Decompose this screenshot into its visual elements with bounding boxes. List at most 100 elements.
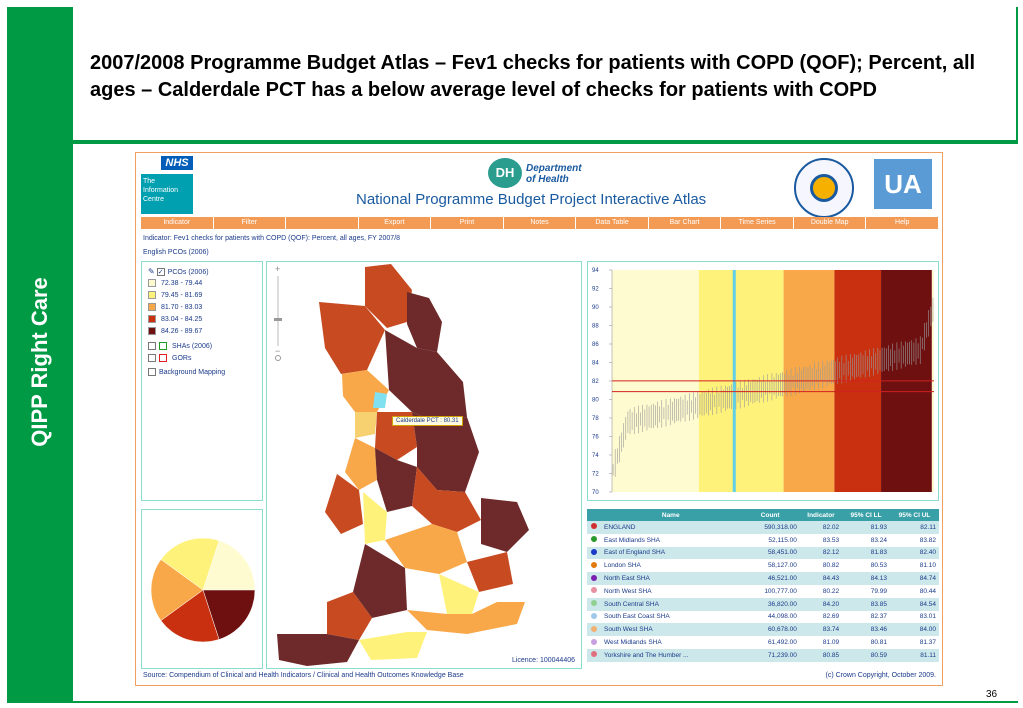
menu-item-double-map[interactable]: Double Map <box>794 217 867 229</box>
menu-item-time-series[interactable]: Time Series <box>721 217 794 229</box>
menu-item-help[interactable]: Help <box>866 217 940 229</box>
table-cell-count: 100,777.00 <box>764 587 797 595</box>
map-region[interactable] <box>407 292 442 352</box>
map-region[interactable] <box>467 552 513 592</box>
table-cell-indicator: 81.09 <box>822 639 840 647</box>
map-region[interactable] <box>363 492 387 544</box>
map-zoom-control[interactable]: + − <box>274 264 282 361</box>
map-region[interactable] <box>319 302 385 374</box>
table-header-count[interactable]: Count <box>740 509 800 521</box>
table-cell-ci-ll: 79.99 <box>870 587 887 595</box>
map-region[interactable] <box>373 392 387 408</box>
table-cell-name: East of England SHA <box>601 546 741 560</box>
legend-background-layer[interactable]: Background Mapping <box>148 368 225 378</box>
zoom-slider-handle[interactable] <box>274 318 282 321</box>
menu-item-notes[interactable]: Notes <box>504 217 577 229</box>
y-tick-label: 72 <box>592 472 599 478</box>
map-region[interactable] <box>385 330 467 422</box>
table-row[interactable]: South Central SHA 36,820.00 84.20 83.85 84.5… <box>587 597 939 611</box>
table-row[interactable]: North East SHA 46,521.00 84.43 84.13 84.74 <box>587 572 939 585</box>
menu-item-export[interactable]: Export <box>359 217 432 229</box>
zoom-out-icon[interactable]: − <box>275 346 280 356</box>
table-cell-ci-ul: 82.11 <box>889 521 939 534</box>
row-color-dot <box>591 561 597 568</box>
pie-slice-2 <box>202 589 256 640</box>
map-panel[interactable]: + − <box>266 261 582 669</box>
gors-checkbox[interactable] <box>148 354 156 363</box>
map-region[interactable] <box>327 592 372 640</box>
geography-label: English PCOs (2006) <box>143 249 209 256</box>
legend-pcos-layer[interactable]: ✎ ✓ PCOs (2006) <box>148 267 209 277</box>
dh-logo: DH <box>488 158 522 188</box>
pie-slice-3 <box>160 589 220 643</box>
map-region[interactable] <box>407 602 525 634</box>
bottom-divider <box>73 701 1018 703</box>
legend-pcos-label: PCOs (2006) <box>167 269 209 276</box>
table-row[interactable]: London SHA 58,127.00 80.82 80.53 81.10 <box>587 559 939 572</box>
row-color-dot <box>591 625 597 632</box>
table-header-ci-ul[interactable]: 95% CI UL <box>889 509 939 521</box>
table-cell-name: North East SHA <box>601 572 741 585</box>
map-region[interactable] <box>439 574 479 614</box>
table-cell-ci-ul: 83.82 <box>919 536 936 544</box>
menu-item-filter[interactable]: Filter <box>214 217 287 229</box>
table-header-ci-ll[interactable]: 95% CI LL <box>842 509 890 521</box>
y-tick-label: 88 <box>592 324 599 330</box>
zoom-in-icon[interactable]: + <box>275 264 280 274</box>
table-cell-dot <box>587 585 601 598</box>
menu-item-indicator[interactable]: Indicator <box>141 217 214 229</box>
table-cell-ci-ll: 83.46 <box>842 623 890 637</box>
search-icon[interactable] <box>275 355 281 361</box>
legend-gors-layer[interactable]: GORs <box>148 354 191 364</box>
england-pco-regions[interactable] <box>277 264 529 666</box>
map-region[interactable] <box>325 474 363 534</box>
pencil-icon[interactable]: ✎ <box>148 267 155 276</box>
table-header-indicator[interactable]: Indicator <box>799 509 843 521</box>
table-row[interactable]: East Midlands SHA 52,115.00 83.53 83.24 83.8… <box>587 534 939 547</box>
table-cell-ci-ll: 82.37 <box>870 613 887 621</box>
map-region[interactable] <box>375 448 417 512</box>
table-row[interactable]: West Midlands SHA 61,492.00 81.09 80.81 81.3… <box>587 636 939 649</box>
legend-swatch <box>148 327 156 336</box>
table-row[interactable]: Yorkshire and The Humber ... 71,239.00 80.… <box>587 648 939 662</box>
table-row[interactable]: ENGLAND 590,318.00 82.02 81.93 82.11 <box>587 521 939 534</box>
table-cell-indicator: 84.20 <box>799 597 843 611</box>
shas-checkbox[interactable] <box>148 342 156 351</box>
legend-class-2: 79.45 - 81.69 <box>148 291 202 301</box>
table-header-name[interactable]: Name <box>601 509 741 521</box>
choropleth-map[interactable]: + − <box>267 262 583 670</box>
map-region[interactable] <box>412 467 481 532</box>
table-cell-indicator: 82.02 <box>799 521 843 534</box>
map-region[interactable] <box>385 524 467 574</box>
menu-item-print[interactable]: Print <box>431 217 504 229</box>
background-checkbox[interactable] <box>148 368 156 377</box>
sidebar: QIPP Right Care <box>7 7 73 703</box>
table-cell-name: Yorkshire and The Humber ... <box>601 648 741 662</box>
map-region[interactable] <box>481 498 529 552</box>
menu-item-bar-chart[interactable]: Bar Chart <box>649 217 722 229</box>
table-cell-name: North West SHA <box>604 587 652 595</box>
map-region[interactable] <box>355 412 377 438</box>
legend-class-4: 83.04 - 84.25 <box>148 315 202 325</box>
map-region[interactable] <box>353 544 407 618</box>
legend-shas-layer[interactable]: SHAs (2006) <box>148 342 212 352</box>
map-region[interactable] <box>345 438 377 490</box>
table-row[interactable]: South East Coast SHA 44,098.00 82.69 82.37 8… <box>587 611 939 624</box>
atlas-screenshot: NHS The Information Centre DH Department… <box>135 152 943 686</box>
sidebar-label: QIPP Right Care <box>27 277 52 447</box>
y-tick-label: 78 <box>592 416 599 422</box>
menu-item-data-table[interactable]: Data Table <box>576 217 649 229</box>
table-cell-dot <box>587 648 601 662</box>
map-region[interactable] <box>412 412 479 492</box>
table-cell-indicator: 82.69 <box>822 613 840 621</box>
table-row[interactable]: South West SHA 60,678.00 83.74 83.46 84.00 <box>587 623 939 637</box>
nco-logo <box>794 158 854 218</box>
map-region[interactable] <box>359 632 427 660</box>
table-cell-dot <box>587 521 601 534</box>
table-row[interactable]: East of England SHA 58,451.00 82.12 81.83 82… <box>587 546 939 560</box>
table-row[interactable]: North West SHA 100,777.00 80.22 79.99 80.44 <box>587 585 939 598</box>
map-region[interactable] <box>365 264 412 328</box>
map-region[interactable] <box>277 634 359 666</box>
table-cell-name: West Midlands SHA <box>604 639 662 647</box>
pcos-checkbox[interactable]: ✓ <box>156 268 165 277</box>
